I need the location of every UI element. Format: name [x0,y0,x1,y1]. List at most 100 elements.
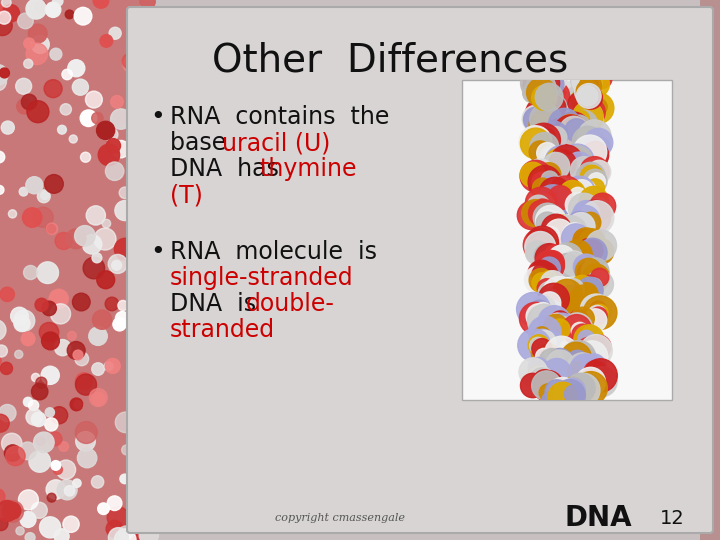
Circle shape [591,99,607,115]
Circle shape [111,96,123,108]
Circle shape [63,516,79,532]
Circle shape [561,378,585,403]
Circle shape [578,330,595,347]
Circle shape [135,216,153,235]
Circle shape [573,102,603,131]
Circle shape [14,310,35,331]
Circle shape [554,82,581,109]
Circle shape [528,260,555,287]
Circle shape [37,190,50,202]
Circle shape [542,96,566,119]
Circle shape [554,382,575,403]
Circle shape [551,145,582,177]
Circle shape [562,224,590,253]
Circle shape [83,258,104,279]
Circle shape [557,112,590,146]
Circle shape [578,239,599,259]
Circle shape [9,210,17,218]
Circle shape [23,397,32,407]
Circle shape [35,298,48,312]
Circle shape [523,72,551,99]
Circle shape [14,315,30,332]
Circle shape [0,4,5,20]
Circle shape [132,518,147,532]
Circle shape [570,187,586,204]
Circle shape [574,325,604,355]
Circle shape [69,135,77,143]
Circle shape [590,307,607,324]
Circle shape [576,80,598,102]
Circle shape [541,76,564,98]
Circle shape [68,332,76,340]
Circle shape [135,360,156,381]
Circle shape [135,399,150,415]
Circle shape [0,489,5,505]
Circle shape [545,145,578,179]
Circle shape [539,80,570,112]
Circle shape [105,162,124,180]
Circle shape [35,2,47,13]
Circle shape [592,305,608,321]
Circle shape [526,96,554,125]
Circle shape [534,143,553,161]
Circle shape [523,84,541,103]
Circle shape [127,243,143,260]
Circle shape [0,185,4,194]
Circle shape [534,194,556,217]
Text: single-stranded: single-stranded [170,266,354,290]
Circle shape [1,0,11,7]
Circle shape [575,282,598,306]
Circle shape [55,340,71,356]
Circle shape [536,368,557,389]
Circle shape [556,127,575,146]
Circle shape [521,128,551,159]
Circle shape [548,186,572,210]
Circle shape [571,87,596,112]
Circle shape [102,219,111,228]
Bar [700,0,720,540]
Circle shape [588,198,611,221]
Circle shape [19,442,37,460]
Circle shape [0,501,17,522]
Circle shape [548,119,566,137]
Circle shape [57,480,77,500]
Circle shape [529,300,550,321]
Circle shape [576,230,594,248]
Circle shape [580,75,601,97]
Circle shape [551,215,581,246]
Circle shape [552,243,582,273]
Circle shape [573,200,600,227]
Circle shape [26,177,43,194]
Circle shape [519,126,552,159]
Circle shape [49,289,68,308]
Circle shape [106,521,123,537]
Circle shape [588,367,617,396]
Circle shape [582,354,606,379]
Circle shape [67,341,85,360]
Circle shape [554,215,586,247]
Circle shape [527,366,554,394]
Circle shape [76,373,93,390]
Circle shape [37,262,58,284]
Circle shape [92,253,102,263]
Circle shape [521,373,545,398]
Circle shape [577,261,602,285]
Circle shape [526,137,548,158]
Circle shape [16,526,24,535]
Circle shape [536,212,559,234]
Circle shape [575,202,599,227]
Circle shape [543,77,576,110]
Circle shape [29,400,39,410]
Circle shape [119,526,132,540]
Circle shape [135,408,156,429]
Circle shape [92,392,105,405]
Circle shape [575,309,596,330]
Circle shape [586,147,603,163]
Circle shape [92,310,112,329]
Circle shape [532,172,552,192]
Circle shape [2,5,19,22]
Circle shape [581,75,598,92]
Circle shape [579,229,606,255]
Text: •: • [150,240,165,264]
Circle shape [562,218,587,242]
